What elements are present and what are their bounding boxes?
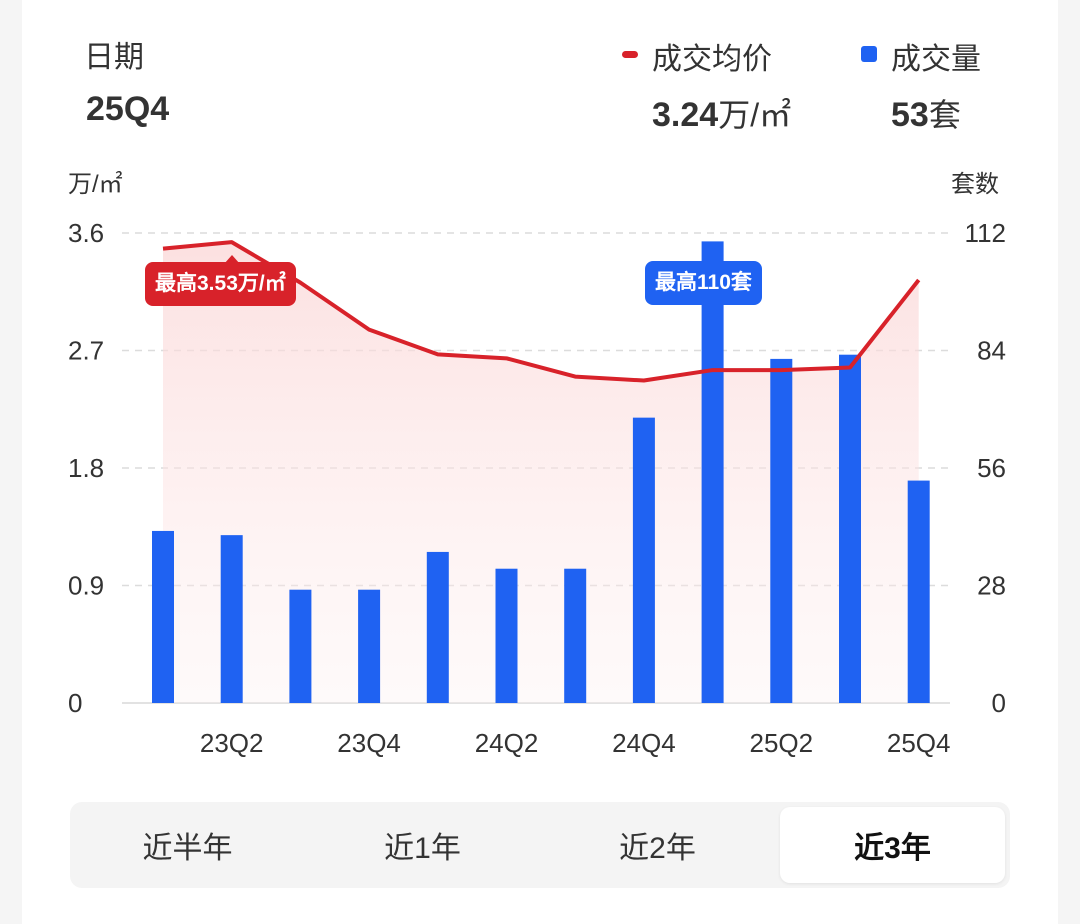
- max-price-tooltip: 最高3.53万/㎡: [145, 262, 296, 306]
- price-unit: 万/㎡: [718, 97, 792, 133]
- volume-legend-icon: [861, 46, 877, 62]
- svg-text:24Q4: 24Q4: [612, 728, 676, 758]
- svg-text:28: 28: [977, 571, 1006, 601]
- svg-text:3.6: 3.6: [68, 218, 104, 248]
- tab-2-years[interactable]: 近2年: [619, 832, 696, 865]
- price-legend-icon: [622, 51, 638, 58]
- tab-1-year[interactable]: 近1年: [384, 832, 461, 865]
- svg-text:0.9: 0.9: [68, 571, 104, 601]
- volume-value: 53套: [891, 90, 961, 136]
- volume-number: 53: [891, 96, 929, 134]
- svg-text:1.8: 1.8: [68, 453, 104, 483]
- range-tabs: 近半年 近1年 近2年 近3年: [70, 802, 1010, 888]
- axis-ticks: 3.6 112 2.7 84 1.8 56 0.9 28 0 0 23Q2 23Q4 24Q2 24Q4 2…: [68, 218, 1006, 758]
- svg-text:2.7: 2.7: [68, 336, 104, 366]
- price-number: 3.24: [652, 96, 719, 134]
- date-label: 日期: [84, 41, 144, 74]
- right-axis-unit: 套数: [951, 171, 999, 198]
- volume-unit: 套: [928, 97, 961, 133]
- price-value: 3.24万/㎡: [652, 90, 791, 136]
- price-area: [163, 242, 919, 703]
- svg-text:25Q2: 25Q2: [749, 728, 813, 758]
- tab-half-year[interactable]: 近半年: [142, 832, 233, 865]
- volume-bars: [152, 241, 930, 703]
- combo-chart[interactable]: 3.6 112 2.7 84 1.8 56 0.9 28 0 0 23Q2 23Q4 24Q2 24Q4 2…: [0, 0, 1080, 780]
- svg-text:0: 0: [992, 688, 1006, 718]
- left-axis-unit: 万/㎡: [68, 171, 123, 198]
- svg-text:84: 84: [977, 336, 1006, 366]
- svg-text:25Q4: 25Q4: [887, 728, 951, 758]
- svg-text:23Q2: 23Q2: [200, 728, 264, 758]
- volume-legend-label: 成交量: [891, 43, 981, 76]
- max-volume-tooltip: 最高110套: [645, 261, 762, 305]
- tab-3-years[interactable]: 近3年: [780, 807, 1005, 883]
- svg-text:56: 56: [977, 453, 1006, 483]
- svg-text:0: 0: [68, 688, 82, 718]
- price-legend-label: 成交均价: [652, 43, 772, 76]
- svg-text:24Q2: 24Q2: [475, 728, 539, 758]
- svg-text:112: 112: [965, 218, 1006, 248]
- date-value: 25Q4: [86, 90, 170, 128]
- svg-text:23Q4: 23Q4: [337, 728, 401, 758]
